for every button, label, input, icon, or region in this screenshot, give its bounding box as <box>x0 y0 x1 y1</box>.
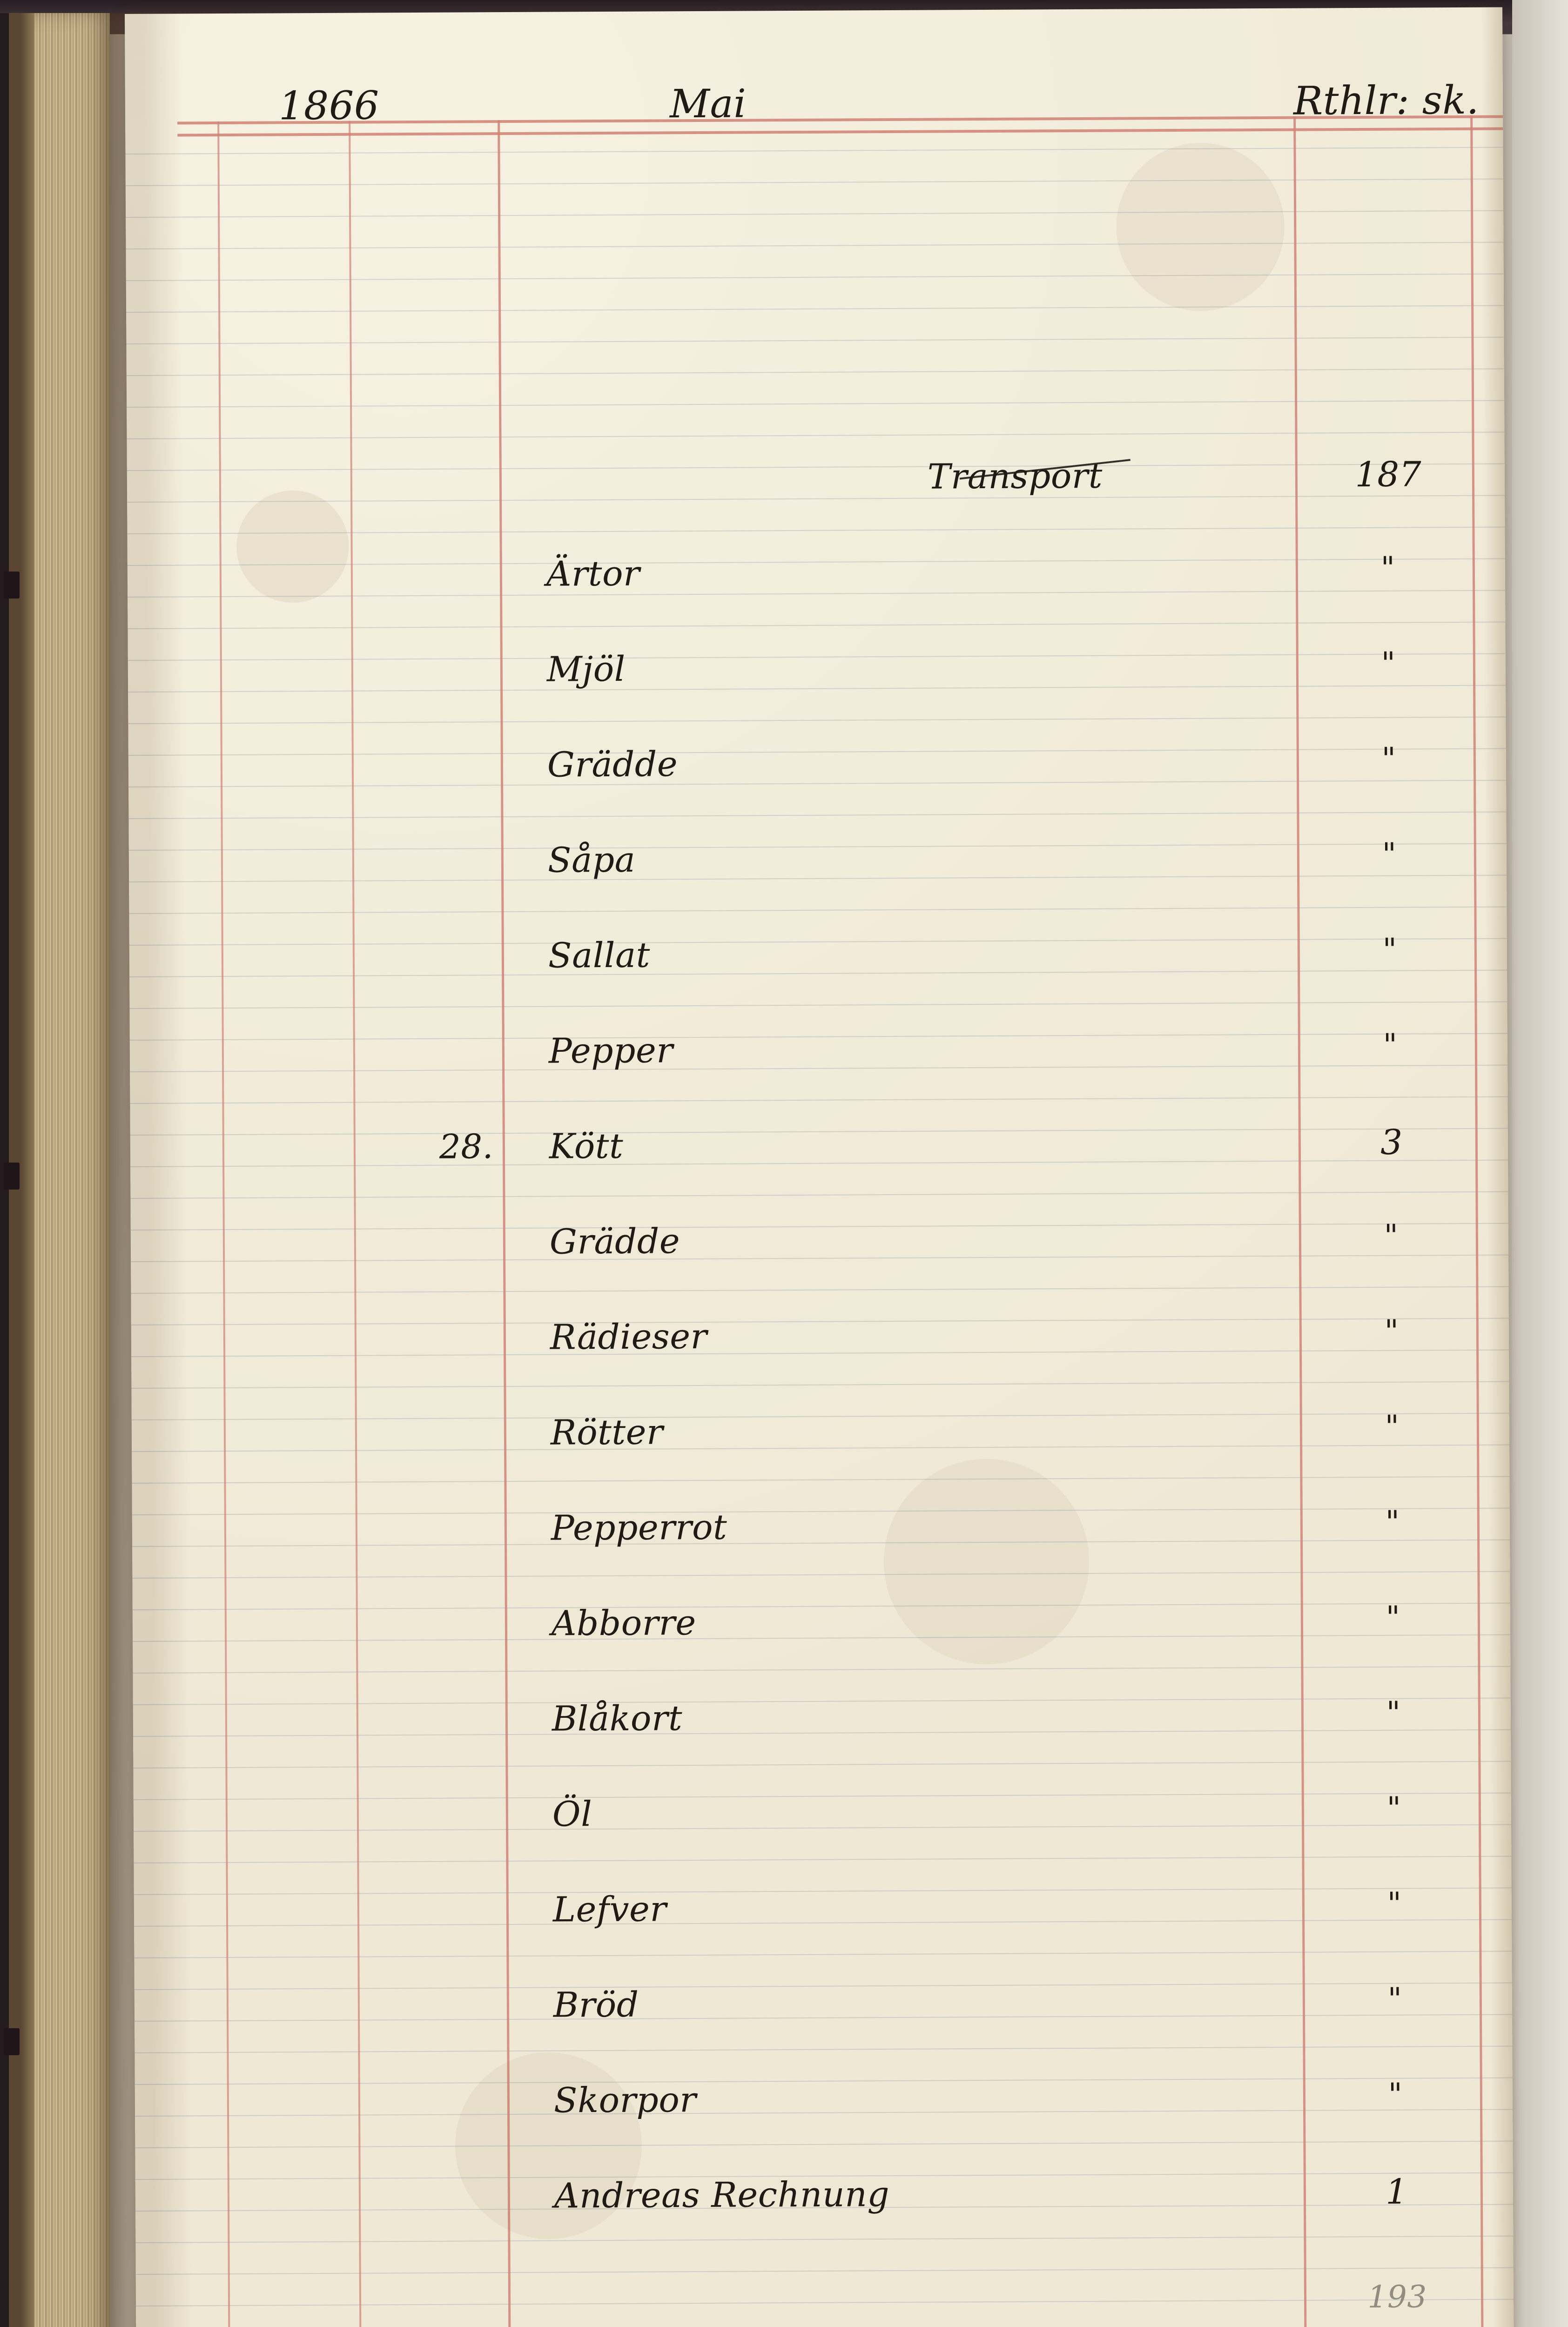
row-rthlr-ditto: " <box>1386 1599 1402 1635</box>
row-rthlr-ditto: " <box>1381 645 1398 681</box>
pencil-total-rthlr: 193 <box>1367 2279 1427 2315</box>
table-row: Sallat"12 <box>129 931 1507 1002</box>
table-row: Rötter"4 <box>132 1408 1510 1479</box>
feint-rule <box>126 336 1504 344</box>
heading-year: 1866 <box>278 82 379 129</box>
table-row: Mjöl"98 <box>128 645 1506 716</box>
table-row: Pepperrot"3 <box>132 1503 1510 1574</box>
table-row: Pepper"1 <box>130 1027 1508 1097</box>
row-rthlr-ditto: " <box>1385 1504 1402 1540</box>
row-date <box>354 1222 494 1223</box>
row-rthlr-ditto: " <box>1387 1981 1404 2017</box>
row-rthlr-ditto: " <box>1385 1408 1401 1445</box>
table-row: Ärtor"12 <box>128 550 1506 620</box>
row-item-label: Rötter <box>550 1412 664 1453</box>
binding-nick <box>4 572 20 599</box>
table-row: Öl"10 <box>134 1789 1512 1860</box>
binding-nick <box>4 2028 20 2055</box>
row-date <box>353 1031 493 1032</box>
feint-rule <box>127 526 1505 534</box>
row-item-label: Blåkort <box>552 1698 683 1739</box>
feint-rule <box>126 305 1504 313</box>
row-item-label: Abborre <box>551 1603 696 1644</box>
row-item-label: Grädde <box>549 1221 680 1262</box>
row-rthlr-ditto: " <box>1382 931 1399 968</box>
row-rthlr-ditto: " <box>1388 2076 1405 2112</box>
row-rthlr-value: 1 <box>1385 2172 1408 2212</box>
table-row: Transport1874 <box>127 454 1505 525</box>
row-item-label: Bröd <box>553 1984 639 2025</box>
row-rthlr-ditto: " <box>1386 1790 1403 1826</box>
row-rthlr-ditto: " <box>1387 1885 1404 1922</box>
feint-rule <box>126 242 1504 249</box>
feint-rule <box>127 400 1505 408</box>
row-rthlr-value: 3 <box>1380 1122 1403 1163</box>
table-row: Abborre"12 <box>133 1599 1511 1669</box>
row-item-label: Öl <box>552 1794 592 1835</box>
row-item-label: Såpa <box>547 840 636 881</box>
row-date <box>351 554 491 555</box>
feint-rule <box>135 2267 1514 2275</box>
feint-rule <box>129 906 1507 914</box>
table-row: Andreas Rechnung125 <box>135 2171 1514 2242</box>
table-row: Blåkort"3 <box>133 1694 1511 1765</box>
feint-rule <box>126 210 1504 218</box>
feint-rule <box>130 1096 1508 1104</box>
row-item-label: Grädde <box>547 744 678 785</box>
row-rthlr-ditto: " <box>1381 740 1398 777</box>
heading-month: Mai <box>669 81 747 127</box>
table-row: Rädieser"8 <box>131 1313 1509 1384</box>
row-item-label: Pepper <box>548 1030 673 1071</box>
row-item-label: Mjöl <box>546 649 626 690</box>
feint-rule <box>126 368 1504 376</box>
ledger-leaf: 1866 Mai Rthlr: sk. Transport1874Ärtor"1… <box>125 7 1514 2327</box>
row-item-label: Ärtor <box>546 553 640 594</box>
table-row: Lefver"12 <box>134 1885 1512 1956</box>
table-row: Såpa"24 <box>129 836 1507 907</box>
table-row: Bröd".36 <box>135 1980 1513 2051</box>
book-gutter-page-edges <box>0 13 110 2327</box>
row-rthlr-ditto: " <box>1384 1217 1400 1254</box>
row-item-label: Skorpor <box>553 2080 697 2121</box>
feint-rule <box>130 1191 1508 1199</box>
row-date <box>357 1699 496 1700</box>
row-rthlr-ditto: " <box>1382 836 1399 872</box>
row-item-label: Lefver <box>552 1889 667 1930</box>
pencil-total-row: 193 22 <box>136 2278 1514 2327</box>
backdrop-right-edge <box>1512 0 1568 2327</box>
feint-rule <box>131 1286 1509 1294</box>
heading-currency-units: Rthlr: sk. <box>1293 77 1480 124</box>
feint-rule <box>128 811 1507 819</box>
feint-rule <box>127 431 1505 439</box>
row-rthlr-ditto: " <box>1384 1313 1401 1349</box>
feint-rule <box>128 621 1506 629</box>
row-item-label: Kött <box>549 1126 624 1167</box>
row-item-label: Transport <box>927 456 1103 497</box>
row-item-label: Sallat <box>548 935 651 976</box>
row-rthlr-ditto: " <box>1380 550 1397 586</box>
row-item-label: Rädieser <box>550 1316 707 1358</box>
row-item-label: Pepperrot <box>551 1507 727 1548</box>
feint-rule <box>126 273 1504 281</box>
feint-rule <box>128 716 1506 724</box>
row-date <box>356 1508 495 1509</box>
row-date <box>358 1985 498 1986</box>
row-item-label: Andreas Rechnung <box>554 2174 890 2216</box>
page-heading: 1866 Mai Rthlr: sk. <box>125 77 1503 168</box>
row-date: 28. <box>439 1127 494 1166</box>
row-rthlr-value: 187 <box>1355 454 1422 495</box>
row-date <box>352 745 491 746</box>
table-row: Grädde"12 <box>131 1217 1509 1288</box>
table-row: Grädde"8 <box>128 740 1507 811</box>
row-rthlr-ditto: " <box>1383 1027 1400 1063</box>
feint-rule <box>125 178 1503 186</box>
feint-rule <box>129 1001 1507 1009</box>
table-row: Skorpor".3 <box>135 2076 1513 2146</box>
binding-nick <box>4 1163 20 1190</box>
row-date <box>359 2176 498 2177</box>
row-rthlr-ditto: " <box>1386 1695 1403 1731</box>
table-row: 28.Kött316 <box>130 1122 1508 1193</box>
